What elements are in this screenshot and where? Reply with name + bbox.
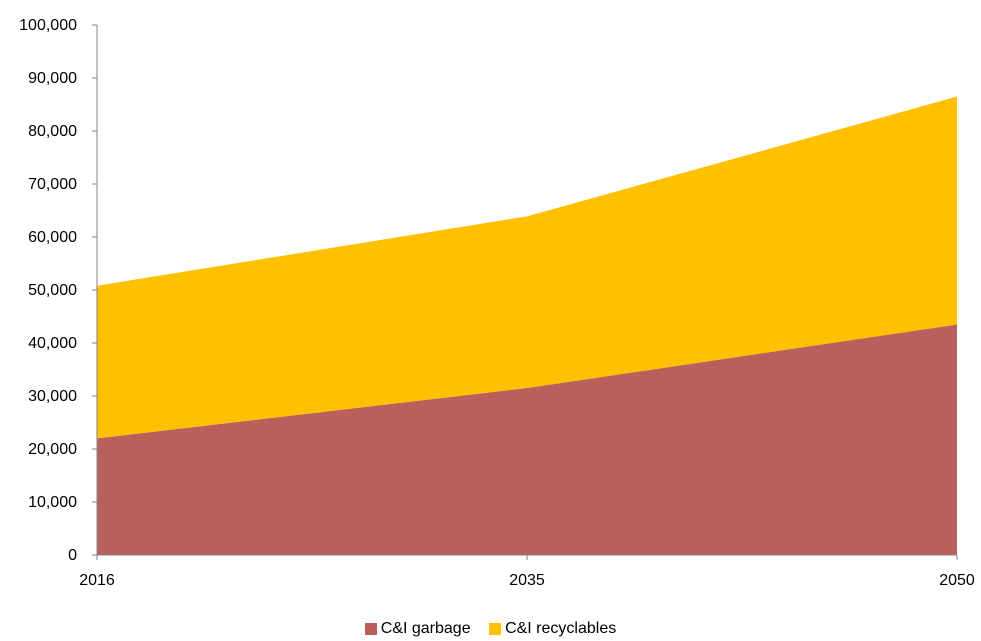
legend-swatch-garbage	[364, 623, 377, 635]
axes	[92, 24, 958, 560]
legend-item-recyclables: C&I recyclables	[489, 620, 616, 638]
y-tick-label: 80,000	[28, 123, 77, 140]
area-c-i-recyclables	[97, 96, 957, 439]
legend: C&I garbage C&I recyclables	[0, 620, 981, 640]
y-tick-label: 50,000	[28, 282, 77, 299]
y-tick-label: 90,000	[28, 70, 77, 87]
y-tick-label: 40,000	[28, 335, 77, 352]
x-tick-label: 2016	[79, 572, 115, 589]
y-tick-label: 70,000	[28, 176, 77, 193]
legend-label-garbage: C&I garbage	[380, 620, 471, 637]
tick-labels: 0 10,000 20,000 30,000 40,000 50,000 60,000 70,…	[19, 17, 975, 589]
legend-item-garbage: C&I garbage	[364, 620, 471, 638]
y-tick-label: 10,000	[28, 494, 77, 511]
x-tick-label: 2050	[939, 572, 975, 589]
legend-label-recyclables: C&I recyclables	[505, 620, 617, 637]
y-tick-label: 60,000	[28, 229, 77, 246]
y-tick-label: 100,000	[19, 17, 77, 34]
legend-swatch-recyclables	[489, 623, 502, 635]
y-tick-label: 30,000	[28, 388, 77, 405]
y-tick-label: 0	[68, 547, 77, 564]
y-tick-label: 20,000	[28, 441, 77, 458]
plot-areas	[97, 96, 957, 555]
x-tick-label: 2035	[509, 572, 545, 589]
area-c-i-garbage	[97, 324, 957, 555]
